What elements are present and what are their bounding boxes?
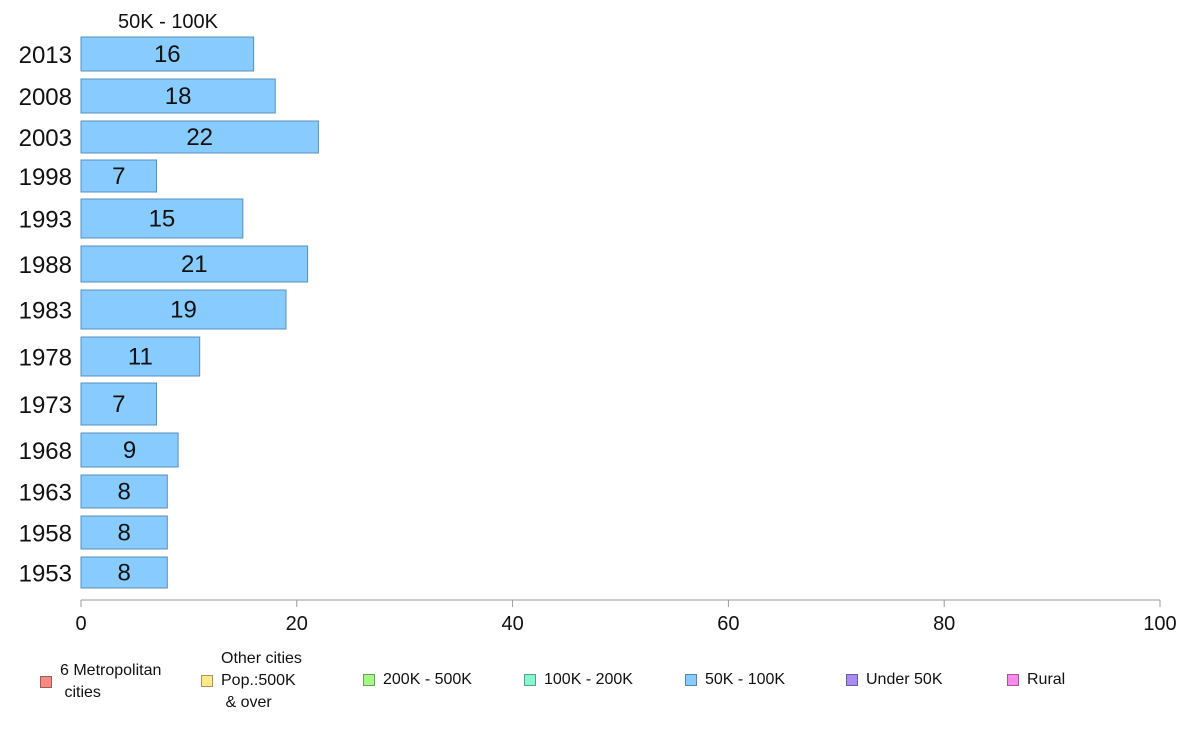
bar-value-label: 19: [170, 297, 197, 324]
bar-value-label: 16: [154, 41, 181, 68]
y-tick-label: 1993: [19, 207, 72, 234]
x-tick-label: 20: [286, 613, 308, 635]
x-tick-label: 40: [501, 613, 523, 635]
legend-item-50k-100k: 50K - 100K: [685, 669, 785, 691]
y-tick-label: 1968: [19, 438, 72, 465]
bar-1953: [80, 556, 168, 589]
bar-2013: [80, 36, 255, 72]
bar-2003: [80, 120, 319, 154]
legend-label: 100K - 200K: [544, 671, 633, 688]
legend-swatch: [40, 676, 52, 688]
legend-label: 200K - 500K: [383, 671, 472, 688]
legend-swatch: [201, 675, 213, 687]
x-tick-label: 60: [717, 613, 739, 635]
bar-value-label: 21: [181, 251, 208, 278]
bar-value-label: 8: [117, 479, 130, 506]
y-tick-label: 2008: [19, 84, 72, 111]
legend-item-other-cities: Other cities Pop.:500K & over: [201, 648, 302, 714]
bar-value-label: 7: [112, 163, 125, 190]
legend-label: Other cities Pop.:500K & over: [221, 650, 302, 711]
y-tick-label: 1958: [19, 521, 72, 548]
bar-2008: [80, 78, 276, 114]
legend-swatch: [846, 674, 858, 686]
x-axis: 0 20 40 60 80 100: [75, 599, 1177, 635]
legend: 6 Metropolitan cities Other cities Pop.:…: [0, 648, 1188, 728]
y-tick-label: 1978: [19, 345, 72, 372]
bar-1968: [80, 432, 179, 468]
legend-swatch: [524, 674, 536, 686]
y-tick-label: 1998: [19, 164, 72, 191]
x-tick-label: 0: [75, 613, 86, 635]
bar-1973: [80, 382, 158, 426]
y-tick-label: 1973: [19, 392, 72, 419]
bar-value-label: 22: [186, 124, 213, 151]
bar-value-label: 8: [117, 520, 130, 547]
y-tick-label: 1953: [19, 561, 72, 588]
legend-item-6-metropolitan-cities: 6 Metropolitan cities: [40, 660, 161, 704]
bar-1983: [80, 289, 287, 330]
legend-label: 6 Metropolitan cities: [60, 662, 162, 701]
legend-item-100k-200k: 100K - 200K: [524, 669, 633, 691]
y-tick-label: 1988: [19, 252, 72, 279]
y-tick-label: 1983: [19, 298, 72, 325]
legend-item-under-50k: Under 50K: [846, 669, 943, 691]
bar-value-label: 18: [165, 83, 192, 110]
bar-value-label: 7: [112, 391, 125, 418]
y-tick-label: 2003: [19, 125, 72, 152]
legend-label: Under 50K: [866, 671, 943, 688]
bar-value-label: 15: [149, 206, 176, 233]
bar-value-label: 11: [128, 344, 153, 371]
bar-1998: [80, 159, 158, 193]
bar-1993: [80, 198, 244, 239]
x-tick-label: 80: [933, 613, 955, 635]
y-tick-labels: 2013 2008 2003 1998 1993 1988 1983 1978 1973 1968…: [19, 42, 72, 588]
x-tick-label: 100: [1143, 613, 1176, 635]
bar-1978: [80, 336, 201, 377]
legend-label: 50K - 100K: [705, 671, 786, 688]
bar-value-label: 8: [117, 560, 130, 587]
legend-label: Rural: [1027, 671, 1066, 688]
legend-swatch: [363, 674, 375, 686]
legend-item-200k-500k: 200K - 500K: [363, 669, 472, 691]
bar-value-label: 9: [123, 437, 136, 464]
legend-swatch: [685, 674, 697, 686]
bar-1963: [80, 474, 168, 509]
chart-title: 50K - 100K: [118, 11, 219, 33]
legend-swatch: [1007, 674, 1019, 686]
bar-1988: [80, 245, 309, 283]
y-tick-label: 1963: [19, 480, 72, 507]
bar-1958: [80, 515, 168, 550]
legend-item-rural: Rural: [1007, 669, 1065, 691]
y-tick-label: 2013: [19, 42, 72, 69]
